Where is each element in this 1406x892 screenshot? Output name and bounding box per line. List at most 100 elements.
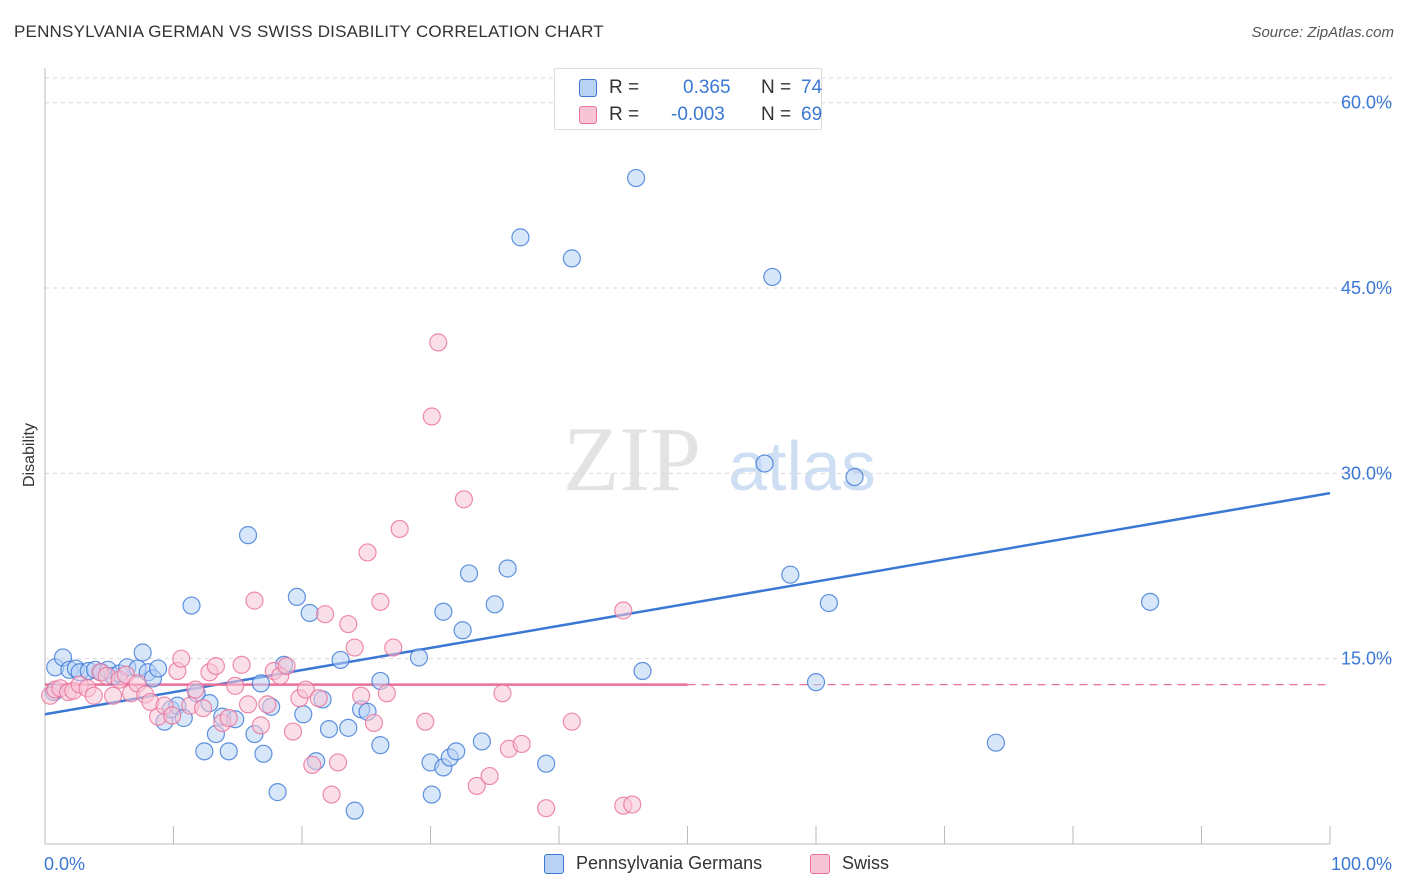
pennsylvania-germans-point bbox=[294, 705, 313, 724]
y-tick-label: 30.0% bbox=[1341, 463, 1392, 483]
swiss-point bbox=[296, 680, 315, 699]
swiss-point bbox=[251, 716, 270, 735]
swiss-point bbox=[384, 638, 403, 657]
legend-label: Swiss bbox=[842, 853, 890, 873]
x-tick-label: 100.0% bbox=[1331, 854, 1392, 874]
swiss-point bbox=[206, 656, 226, 676]
swiss-point bbox=[454, 490, 474, 509]
pennsylvania-germans-point bbox=[300, 603, 319, 623]
pennsylvania-germans-point bbox=[422, 785, 441, 804]
swiss-point bbox=[316, 605, 335, 624]
pennsylvania-germans-point bbox=[819, 593, 838, 613]
watermark-zip: ZIP bbox=[563, 408, 701, 510]
swiss-point bbox=[238, 695, 258, 714]
legend-label: Pennsylvania Germans bbox=[576, 853, 763, 873]
pennsylvania-germans-point bbox=[633, 661, 652, 681]
swiss-point bbox=[163, 706, 182, 725]
blue-swatch bbox=[579, 79, 597, 97]
swiss-point bbox=[339, 614, 358, 634]
pennsylvania-germans-point bbox=[626, 168, 646, 188]
pennsylvania-germans-point bbox=[845, 467, 864, 487]
y-tick-label: 15.0% bbox=[1341, 649, 1392, 669]
swiss-point bbox=[537, 799, 556, 818]
swiss-point bbox=[493, 684, 512, 703]
pennsylvania-germans-point bbox=[148, 659, 168, 678]
swiss-point bbox=[352, 686, 371, 705]
pennsylvania-germans-point bbox=[453, 621, 472, 640]
pennsylvania-germans-point bbox=[409, 648, 429, 667]
n-value: 74 bbox=[801, 77, 823, 98]
swiss-point bbox=[512, 734, 531, 754]
swiss-point bbox=[303, 755, 322, 775]
swiss-point bbox=[84, 686, 103, 705]
x-tick-labels: 0.0% 100.0% bbox=[44, 854, 1392, 874]
pennsylvania-germans-point bbox=[195, 742, 214, 761]
n-value: 69 bbox=[801, 104, 823, 125]
pennsylvania-germans-point bbox=[511, 228, 530, 247]
pennsylvania-germans-point bbox=[331, 650, 350, 670]
pennsylvania-germans-point bbox=[781, 565, 800, 584]
pennsylvania-germans-point bbox=[459, 564, 479, 583]
swiss-point bbox=[245, 591, 264, 610]
pennsylvania-germans-point bbox=[806, 673, 826, 692]
swiss-point bbox=[614, 601, 633, 620]
chart-title: PENNSYLVANIA GERMAN VS SWISS DISABILITY … bbox=[14, 22, 604, 41]
swiss-point bbox=[283, 722, 303, 741]
swiss-point bbox=[193, 698, 213, 718]
pennsylvania-germans-point bbox=[219, 742, 238, 761]
pennsylvania-germans-point bbox=[498, 559, 517, 578]
swiss-point bbox=[416, 712, 435, 731]
swiss-point bbox=[422, 407, 441, 426]
swiss-point bbox=[322, 785, 341, 804]
y-tick-labels: 15.0% 30.0% 45.0% 60.0% bbox=[1341, 93, 1392, 669]
pennsylvania-germans-point bbox=[319, 719, 339, 739]
r-value: -0.003 bbox=[671, 104, 725, 125]
swiss-point bbox=[364, 713, 384, 733]
pennsylvania-germans-point bbox=[268, 783, 287, 802]
swiss-point bbox=[226, 676, 245, 695]
swiss-point bbox=[371, 592, 390, 611]
y-tick-label: 60.0% bbox=[1341, 93, 1392, 113]
pennsylvania-germans-point bbox=[447, 742, 466, 761]
pennsylvania-germans-point bbox=[251, 674, 270, 693]
pennsylvania-germans-point bbox=[133, 643, 152, 662]
pink-swatch bbox=[579, 106, 597, 124]
swiss-point bbox=[623, 795, 642, 814]
pennsylvania-germans-point bbox=[537, 754, 556, 773]
axes bbox=[44, 68, 1331, 845]
watermark: ZIP atlas bbox=[563, 408, 876, 510]
swiss-point bbox=[377, 684, 396, 703]
pennsylvania-germans-point bbox=[339, 718, 358, 737]
pennsylvania-germans-point bbox=[986, 733, 1006, 752]
data-points bbox=[41, 168, 1160, 820]
swiss-point bbox=[219, 708, 238, 728]
pennsylvania-germans-point bbox=[763, 267, 782, 287]
r-value: 0.365 bbox=[683, 77, 731, 98]
pennsylvania-germans-point bbox=[434, 602, 453, 621]
swiss-point bbox=[258, 695, 277, 714]
pennsylvania-germans-point bbox=[755, 454, 774, 473]
swiss-point bbox=[104, 686, 123, 705]
pennsylvania-germans-point bbox=[562, 249, 581, 268]
pennsylvania-germans-point bbox=[182, 596, 201, 615]
swiss-point bbox=[172, 649, 191, 668]
swiss-point bbox=[277, 656, 296, 676]
swiss-point bbox=[328, 753, 348, 772]
n-label: N = bbox=[761, 77, 792, 98]
gridlines bbox=[45, 77, 1392, 660]
swiss-point bbox=[358, 543, 377, 562]
y-tick-label: 45.0% bbox=[1341, 278, 1392, 298]
swiss-point bbox=[345, 638, 364, 657]
pennsylvania-germans-point bbox=[485, 595, 504, 614]
watermark-atlas: atlas bbox=[728, 427, 876, 505]
correlation-legend: R = 0.365 N = 74 R = -0.003 N = 69 bbox=[554, 68, 822, 130]
r-label: R = bbox=[609, 77, 640, 98]
swiss-point bbox=[467, 776, 486, 796]
pink-swatch bbox=[810, 854, 830, 874]
swiss-point bbox=[562, 712, 581, 731]
swiss-point bbox=[390, 519, 409, 539]
source-label: Source: ZipAtlas.com bbox=[1251, 24, 1394, 41]
swiss-point bbox=[232, 655, 251, 674]
pennsylvania-germans-point bbox=[472, 732, 491, 751]
